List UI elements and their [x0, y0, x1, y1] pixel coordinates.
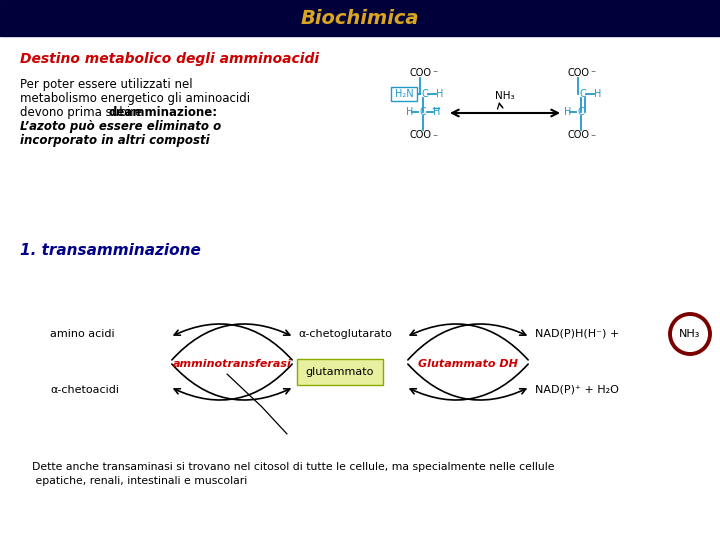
Text: α-chetoglutarato: α-chetoglutarato — [298, 329, 392, 339]
Text: H: H — [564, 107, 572, 117]
Text: H: H — [406, 107, 413, 117]
Text: NH₃: NH₃ — [495, 91, 515, 101]
Text: C: C — [421, 89, 428, 99]
Text: COO: COO — [567, 68, 589, 78]
Text: COO: COO — [409, 130, 431, 140]
Text: Destino metabolico degli amminoacidi: Destino metabolico degli amminoacidi — [20, 52, 319, 66]
Text: NAD(P)⁺ + H₂O: NAD(P)⁺ + H₂O — [535, 385, 619, 395]
Text: ⁻: ⁻ — [590, 133, 595, 143]
Text: 1. transamminazione: 1. transamminazione — [20, 243, 201, 258]
Text: Dette anche transaminasi si trovano nel citosol di tutte le cellule, ma specialm: Dette anche transaminasi si trovano nel … — [32, 462, 554, 486]
Text: Biochimica: Biochimica — [301, 9, 419, 28]
Text: H: H — [433, 107, 441, 117]
Text: metabolismo energetico gli aminoacidi: metabolismo energetico gli aminoacidi — [20, 92, 250, 105]
Text: C: C — [419, 107, 426, 117]
Text: Glutammato DH: Glutammato DH — [418, 359, 518, 369]
Text: C: C — [577, 107, 584, 117]
Text: L’azoto può essere eliminato o: L’azoto può essere eliminato o — [20, 120, 221, 133]
Text: ⁻: ⁻ — [432, 69, 437, 79]
Text: deamminazione:: deamminazione: — [109, 106, 217, 119]
Bar — [0, 0, 720, 36]
Text: NH₃: NH₃ — [679, 329, 701, 339]
FancyBboxPatch shape — [297, 359, 383, 385]
Text: COO: COO — [409, 68, 431, 78]
Text: amino acidi: amino acidi — [50, 329, 114, 339]
Text: glutammato: glutammato — [306, 367, 374, 377]
Text: C: C — [579, 89, 586, 99]
FancyBboxPatch shape — [391, 87, 417, 101]
Text: incorporato in altri composti: incorporato in altri composti — [20, 134, 210, 147]
Text: COO: COO — [567, 130, 589, 140]
Text: H₂N: H₂N — [395, 89, 413, 99]
Text: H: H — [436, 89, 444, 99]
Circle shape — [670, 314, 710, 354]
Text: Per poter essere utilizzati nel: Per poter essere utilizzati nel — [20, 78, 193, 91]
Text: devono prima subire: devono prima subire — [20, 106, 146, 119]
Text: α-chetoacidi: α-chetoacidi — [50, 385, 119, 395]
Text: amminotransferasi: amminotransferasi — [173, 359, 292, 369]
Text: NAD(P)H(H⁻) +: NAD(P)H(H⁻) + — [535, 329, 619, 339]
Text: ⁻: ⁻ — [590, 69, 595, 79]
Text: ⁻: ⁻ — [432, 133, 437, 143]
Text: H: H — [594, 89, 601, 99]
